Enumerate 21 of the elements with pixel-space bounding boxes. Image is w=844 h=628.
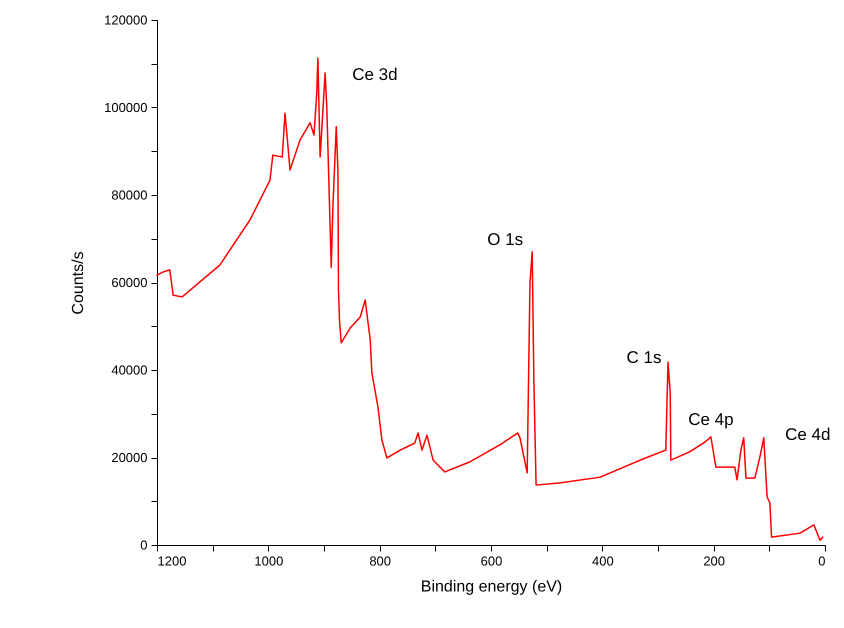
annotation: C 1s xyxy=(626,348,662,368)
y-tick-label: 20000 xyxy=(111,450,148,465)
y-tick-label: 0 xyxy=(140,538,148,552)
y-tick-label: 100000 xyxy=(104,100,148,115)
x-tick-label: 200 xyxy=(703,554,726,568)
x-tick-label: 1000 xyxy=(254,554,284,568)
x-tick-label: 0 xyxy=(818,554,826,568)
x-tick-label: 600 xyxy=(480,554,502,568)
annotation: Ce 3d xyxy=(352,65,398,84)
y-tick-label: 80000 xyxy=(111,188,148,202)
x-axis-title: Binding energy (eV) xyxy=(420,578,562,596)
annotation: Ce 4d xyxy=(785,424,830,444)
x-tick-label: 400 xyxy=(592,554,614,568)
y-axis-title: Counts/s xyxy=(70,251,88,315)
x-tick-label: 800 xyxy=(369,554,392,568)
y-tick-label: 40000 xyxy=(111,362,148,378)
annotation: O 1s xyxy=(487,230,524,249)
y-tick-label: 60000 xyxy=(111,275,148,290)
x-tick-label: 1200 xyxy=(158,554,186,568)
annotation: Ce 4p xyxy=(688,410,734,429)
y-tick-label: 120000 xyxy=(104,12,148,28)
